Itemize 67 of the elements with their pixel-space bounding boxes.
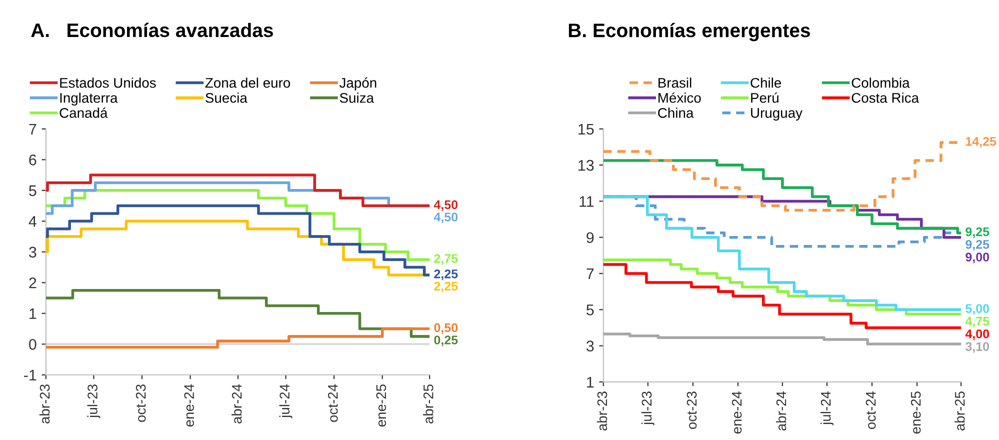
y-tick-label: 2 (29, 278, 36, 288)
data-label: 4,50 (434, 212, 458, 224)
legend-label: Suiza (340, 92, 374, 103)
y-tick-label: 5 (586, 304, 594, 316)
y-tick-label: 1 (30, 308, 36, 319)
y-tick-label: 1 (587, 376, 594, 388)
y-tick-label: 11 (580, 196, 594, 207)
x-tick-label: abr-24 (776, 391, 786, 430)
y-tick-label: 3 (586, 340, 594, 352)
x-tick-label: oct-24 (866, 391, 876, 429)
data-label: 14,25 (966, 136, 996, 148)
data-label: 2,75 (434, 254, 458, 265)
data-label: 4,50 (434, 200, 458, 211)
y-tick-label: 3 (29, 246, 36, 258)
x-tick-label: abr-25 (423, 384, 434, 424)
legend-label: Perú (751, 92, 778, 103)
data-label: 4,75 (965, 316, 990, 328)
x-tick-label: abr-24 (232, 384, 242, 424)
legend-label: Uruguay (751, 108, 802, 121)
x-tick-label: jul-24 (820, 391, 834, 426)
y-tick-label: 15 (578, 124, 594, 135)
y-tick-label: -1 (24, 370, 36, 380)
legend-label: Chile (750, 78, 782, 88)
x-tick-label: jul-24 (279, 384, 292, 418)
data-label: 9,25 (966, 227, 990, 238)
y-tick-label: 7 (586, 268, 594, 280)
data-label: 9,00 (966, 252, 990, 264)
legend-label: Brasil (658, 78, 692, 88)
data-label: 0,25 (434, 336, 458, 346)
data-label: 0,50 (434, 323, 458, 334)
y-tick-label: 0 (29, 339, 36, 350)
x-tick-label: oct-23 (136, 384, 146, 422)
legend-label: Japón (339, 77, 376, 91)
x-tick-label: abr-23 (596, 392, 608, 430)
data-label: 2,25 (434, 282, 458, 292)
y-tick-label: 5 (29, 185, 36, 196)
x-tick-label: jul-23 (641, 392, 654, 426)
chart-title: B. Economías emergentes (568, 22, 810, 42)
data-label: 2,25 (434, 269, 458, 280)
x-tick-label: ene-25 (910, 392, 921, 434)
legend-label: Estados Unidos (60, 78, 156, 88)
data-label: 3,10 (965, 342, 990, 353)
legend-label: Costa Rica (852, 92, 920, 103)
x-tick-label: oct-24 (328, 384, 338, 422)
x-tick-label: oct-23 (686, 392, 697, 429)
data-label: 5,00 (966, 304, 990, 315)
y-tick-label: 9 (586, 232, 594, 244)
y-tick-label: 6 (29, 154, 36, 166)
x-tick-label: abr-25 (954, 392, 965, 430)
legend-label: México (658, 92, 701, 103)
data-label: 4,00 (965, 329, 990, 340)
x-tick-label: ene-24 (184, 384, 194, 427)
legend-label: Canadá (60, 107, 108, 118)
x-tick-label: ene-24 (732, 391, 742, 434)
x-tick-label: abr-23 (39, 384, 50, 424)
x-tick-label: jul-23 (87, 384, 100, 418)
legend-label: Colombia (852, 78, 910, 88)
legend-label: Zona del euro (205, 78, 290, 88)
legend-label: Inglaterra (60, 92, 118, 106)
legend-label: Suecia (206, 92, 248, 103)
y-tick-label: 4 (28, 216, 36, 227)
y-tick-label: 7 (29, 124, 36, 134)
data-label: 9,25 (966, 240, 990, 251)
y-tick-label: 13 (578, 160, 594, 171)
chart-title: A. Economías avanzadas (31, 22, 273, 38)
x-tick-label: ene-25 (376, 384, 386, 427)
legend-label: China (658, 108, 694, 118)
